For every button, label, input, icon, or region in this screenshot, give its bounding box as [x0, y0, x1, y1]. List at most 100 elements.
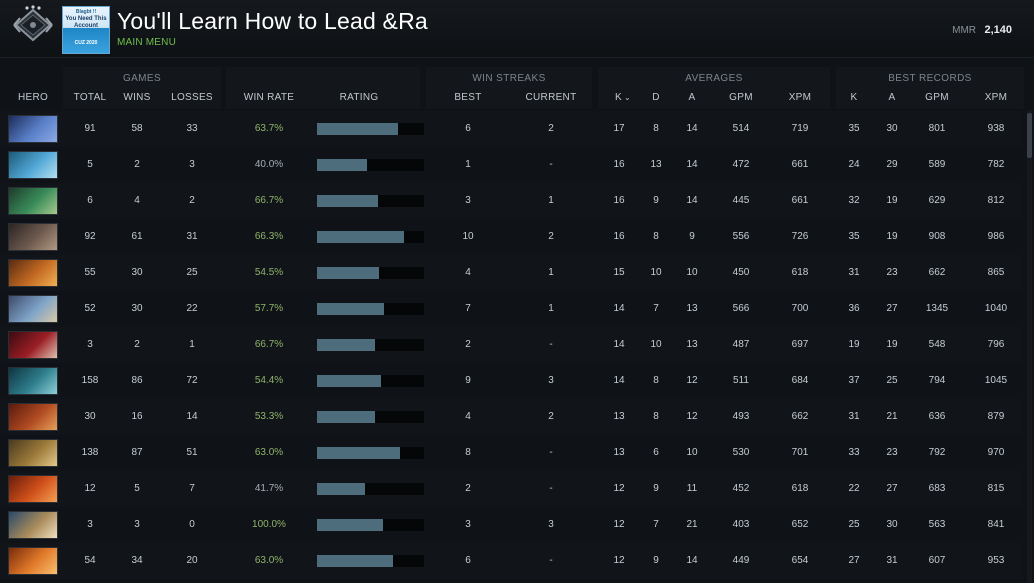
col-avg-gpm[interactable]: GPM	[729, 92, 753, 103]
table-row[interactable]: 3 2 1 66.7% 2 - 14 10 13 487 697 19 19 548 796	[0, 327, 1022, 363]
rating-bar	[317, 303, 424, 315]
col-avg-a[interactable]: A	[688, 92, 696, 103]
cell-k: 15	[613, 267, 625, 278]
hero-portrait[interactable]	[8, 295, 58, 323]
cell-bk: 24	[848, 159, 860, 170]
col-avg-d[interactable]: D	[652, 92, 660, 103]
cell-gpm: 403	[732, 519, 750, 530]
hero-portrait[interactable]	[8, 115, 58, 143]
cell-k: 13	[613, 447, 625, 458]
cell-win-rate: 57.7%	[254, 303, 284, 314]
table-row[interactable]: 6 4 2 66.7% 3 1 16 9 14 445 661 32 19 629 812	[0, 183, 1022, 219]
cell-xpm: 700	[791, 303, 809, 314]
table-row[interactable]: 52 30 22 57.7% 7 1 14 7 13 566 700 36 27 1345 1040	[0, 291, 1022, 327]
hero-portrait[interactable]	[8, 511, 58, 539]
hero-portrait[interactable]	[8, 367, 58, 395]
table-row[interactable]: 30 16 14 53.3% 4 2 13 8 12 493 662 31 21 636 879	[0, 399, 1022, 435]
win-streaks-group-title: WIN STREAKS	[472, 73, 546, 84]
vertical-scrollbar[interactable]	[1027, 110, 1032, 583]
cell-d: 10	[650, 339, 662, 350]
hero-portrait[interactable]	[8, 331, 58, 359]
cell-bgpm: 629	[928, 195, 946, 206]
col-streak-current[interactable]: CURRENT	[525, 92, 577, 103]
cell-gpm: 445	[732, 195, 750, 206]
cell-bk: 25	[848, 519, 860, 530]
cell-best: 3	[465, 519, 471, 530]
col-streak-best[interactable]: BEST	[454, 92, 482, 103]
hero-portrait[interactable]	[8, 151, 58, 179]
cell-bk: 31	[848, 411, 860, 422]
cell-gpm: 449	[732, 555, 750, 566]
column-groups: GAMES WIN STREAKS AVERAGES BEST RECORDS	[0, 67, 1034, 109]
cell-xpm: 662	[791, 411, 809, 422]
table-row[interactable]: 5 2 3 40.0% 1 - 16 13 14 472 661 24 29 589 782	[0, 147, 1022, 183]
cell-xpm: 652	[791, 519, 809, 530]
hero-portrait[interactable]	[8, 223, 58, 251]
cell-win-rate: 40.0%	[254, 159, 284, 170]
col-avg-xpm[interactable]: XPM	[788, 92, 812, 103]
col-best-gpm[interactable]: GPM	[925, 92, 949, 103]
cell-bgpm: 801	[928, 123, 946, 134]
table-row[interactable]: 91 58 33 63.7% 6 2 17 8 14 514 719 35 30 801 938	[0, 111, 1022, 147]
cell-xpm: 701	[791, 447, 809, 458]
col-losses[interactable]: LOSSES	[171, 92, 213, 103]
rank-medal-icon[interactable]	[10, 4, 56, 46]
cell-k: 17	[613, 123, 625, 134]
cell-win-rate: 54.5%	[254, 267, 284, 278]
cell-bxpm: 879	[987, 411, 1005, 422]
cell-current: -	[549, 447, 553, 458]
cell-current: -	[549, 483, 553, 494]
cell-bxpm: 796	[987, 339, 1005, 350]
chevron-down-icon: ⌄	[623, 93, 631, 102]
main-menu-link[interactable]: MAIN MENU	[117, 37, 177, 48]
hero-portrait[interactable]	[8, 475, 58, 503]
cell-bk: 19	[848, 339, 860, 350]
cell-a: 14	[686, 195, 698, 206]
table-row[interactable]: 3 3 0 100.0% 3 3 12 7 21 403 652 25 30 563 841	[0, 507, 1022, 543]
win-streaks-group: WIN STREAKS	[426, 67, 592, 109]
scrollbar-thumb[interactable]	[1027, 113, 1032, 158]
table-row[interactable]: 12 5 7 41.7% 2 - 12 9 11 452 618 22 27 683 815	[0, 471, 1022, 507]
cell-k: 13	[613, 411, 625, 422]
player-avatar[interactable]: Blagbt !! You Need This Account CUZ 2020	[62, 6, 110, 54]
hero-portrait[interactable]	[8, 259, 58, 287]
cell-total: 55	[84, 267, 96, 278]
cell-total: 3	[87, 519, 93, 530]
col-hero[interactable]: HERO	[17, 92, 49, 103]
col-total[interactable]: TOTAL	[73, 92, 107, 103]
cell-d: 6	[653, 447, 659, 458]
rating-bar-fill	[317, 303, 384, 315]
table-row[interactable]: 55 30 25 54.5% 4 1 15 10 10 450 618 31 23 662 865	[0, 255, 1022, 291]
table-row[interactable]: 138 87 51 63.0% 8 - 13 6 10 530 701 33 23 792 970	[0, 435, 1022, 471]
table-row[interactable]: 54 34 20 63.0% 6 - 12 9 14 449 654 27 31 607 953	[0, 543, 1022, 579]
cell-ba: 30	[886, 519, 898, 530]
cell-bk: 33	[848, 447, 860, 458]
cell-best: 1	[465, 159, 471, 170]
cell-wins: 2	[134, 339, 140, 350]
col-win-rate[interactable]: WIN RATE	[243, 92, 295, 103]
hero-portrait[interactable]	[8, 439, 58, 467]
table-row[interactable]: 158 86 72 54.4% 9 3 14 8 12 511 684 37 25 794 1045	[0, 363, 1022, 399]
hero-portrait[interactable]	[8, 187, 58, 215]
cell-bk: 37	[848, 375, 860, 386]
col-best-a[interactable]: A	[888, 92, 896, 103]
col-rating[interactable]: RATING	[339, 92, 379, 103]
col-best-k[interactable]: K	[850, 92, 858, 103]
cell-xpm: 719	[791, 123, 809, 134]
col-best-xpm[interactable]: XPM	[984, 92, 1008, 103]
hero-portrait[interactable]	[8, 547, 58, 575]
cell-win-rate: 53.3%	[254, 411, 284, 422]
cell-best: 10	[462, 231, 474, 242]
col-wins[interactable]: WINS	[123, 92, 151, 103]
col-avg-k[interactable]: K ⌄	[608, 92, 638, 103]
table-row[interactable]: 92 61 31 66.3% 10 2 16 8 9 556 726 35 19 908 986	[0, 219, 1022, 255]
cell-best: 4	[465, 411, 471, 422]
cell-losses: 20	[186, 555, 198, 566]
cell-bxpm: 812	[987, 195, 1005, 206]
hero-portrait[interactable]	[8, 403, 58, 431]
rating-bar-fill	[317, 375, 381, 387]
cell-ba: 19	[886, 195, 898, 206]
mmr-label: MMR	[952, 25, 976, 36]
cell-total: 158	[81, 375, 99, 386]
cell-best: 6	[465, 555, 471, 566]
